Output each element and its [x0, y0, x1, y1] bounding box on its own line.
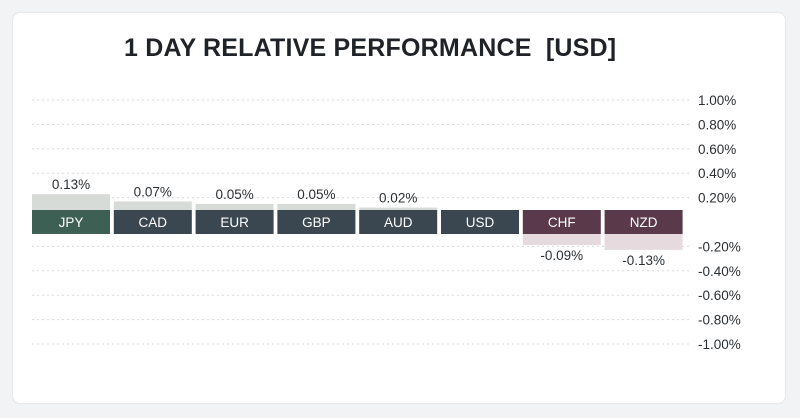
value-labels: 0.13% 0.07% 0.05% 0.05% 0.02% -0.09% -0.13% — [52, 177, 665, 268]
bar-chf — [522, 234, 601, 245]
chart-title: 1 DAY RELATIVE PERFORMANCE [USD] — [124, 34, 617, 62]
currency-label-nzd: NZD — [630, 215, 658, 230]
value-label-nzd: -0.13% — [622, 253, 665, 268]
label-box-chf — [522, 210, 601, 234]
y-tick-label: -0.80% — [698, 313, 741, 328]
y-tick-label: 0.80% — [698, 117, 736, 132]
label-box-cad — [113, 210, 192, 234]
bar-jpy — [32, 194, 110, 210]
y-tick-label: -0.40% — [698, 264, 741, 279]
y-tick-label: 1.00% — [698, 93, 736, 108]
value-label-aud: 0.02% — [379, 191, 417, 206]
currency-label-eur: EUR — [220, 215, 249, 230]
label-box-nzd — [604, 210, 683, 234]
bar-eur — [195, 203, 274, 210]
bar-gbp — [277, 203, 356, 210]
y-tick-label: 0.60% — [698, 142, 736, 157]
label-box-aud — [359, 210, 438, 234]
currency-label-chf: CHF — [548, 215, 576, 230]
label-box-gbp — [277, 210, 356, 234]
y-tick-label: 0.20% — [698, 191, 736, 206]
bar-cad — [113, 201, 192, 210]
currency-label-cad: CAD — [139, 215, 168, 230]
value-label-chf: -0.09% — [540, 248, 583, 263]
label-box-jpy — [32, 210, 110, 234]
y-tick-label: 0.40% — [698, 166, 736, 181]
label-box-usd — [441, 210, 519, 234]
bars — [32, 194, 683, 250]
bar-nzd — [604, 234, 683, 250]
label-box-eur — [195, 210, 274, 234]
currency-label-aud: AUD — [384, 215, 413, 230]
bar-aud — [359, 207, 438, 210]
value-label-jpy: 0.13% — [52, 177, 90, 192]
value-label-gbp: 0.05% — [297, 187, 335, 202]
value-label-eur: 0.05% — [215, 187, 253, 202]
y-tick-label: -0.60% — [698, 288, 741, 303]
currency-label-jpy: JPY — [59, 215, 84, 230]
y-tick-label: -0.20% — [698, 239, 741, 254]
y-axis-ticks: 1.00% 0.80% 0.60% 0.40% 0.20% -0.20% -0.40% -0.… — [698, 93, 741, 352]
value-label-cad: 0.07% — [134, 184, 172, 199]
y-tick-label: -1.00% — [698, 337, 741, 352]
currency-label-usd: USD — [466, 215, 495, 230]
currency-labels: JPY CAD EUR GBP AUD USD CHF NZD — [32, 210, 683, 234]
currency-label-gbp: GBP — [302, 215, 331, 230]
